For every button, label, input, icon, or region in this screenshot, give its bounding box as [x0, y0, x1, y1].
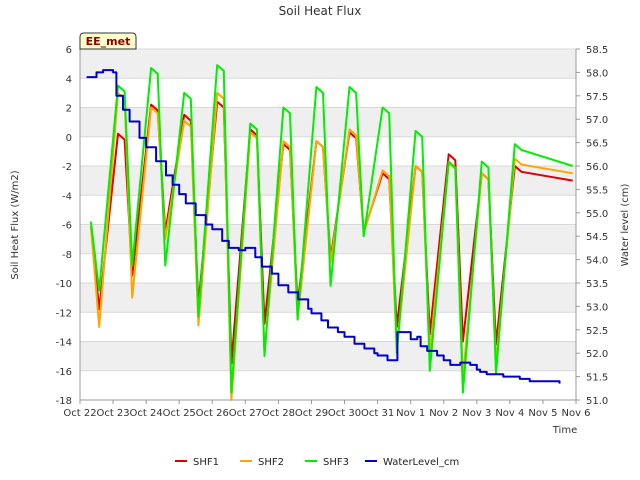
y2-tick-label: 51.5 — [586, 373, 608, 384]
plot-band — [80, 166, 576, 196]
y-tick-label: -16 — [56, 367, 72, 378]
series-line-shf3 — [89, 64, 573, 394]
station-badge: EE_met — [79, 32, 137, 50]
plot-band — [80, 49, 576, 79]
y-tick-label: -12 — [56, 308, 72, 319]
y2-tick-label: 53.0 — [586, 302, 608, 313]
legend-label: SHF3 — [323, 457, 349, 468]
series-lines — [86, 64, 573, 401]
legend-label: WaterLevel_cm — [383, 457, 459, 468]
y-tick-label: 4 — [66, 74, 72, 85]
x-tick-label: Oct 29 — [295, 408, 328, 419]
y2-tick-label: 55.0 — [586, 209, 608, 220]
y2-tick-label: 51.0 — [586, 396, 608, 407]
legend: SHF1 SHF2 SHF3 WaterLevel_cm — [175, 457, 459, 468]
x-tick-label: Oct 27 — [229, 408, 262, 419]
y2-tick-label: 58.0 — [586, 68, 608, 79]
y2-tick-label: 52.0 — [586, 349, 608, 360]
station-badge-label: EE_met — [86, 35, 131, 48]
y2-tick-label: 57.5 — [586, 92, 608, 103]
y2-tick-label: 54.0 — [586, 256, 608, 267]
x-tick-label: Nov 1 — [396, 408, 425, 419]
y-tick-label: 6 — [66, 45, 72, 56]
y2-tick-label: 55.5 — [586, 185, 608, 196]
y2-tick-labels: 58.5 58.0 57.5 57.0 56.5 56.0 55.5 55.0 54.5 54.0… — [576, 45, 608, 407]
legend-label: SHF2 — [258, 457, 284, 468]
y2-tick-label: 54.5 — [586, 232, 608, 243]
x-axis-title: Time — [552, 425, 577, 436]
y-tick-label: -8 — [62, 250, 72, 261]
plot-band — [80, 341, 576, 371]
x-tick-label: Oct 28 — [262, 408, 295, 419]
y2-axis-title: Water level (cm) — [620, 184, 631, 267]
x-tick-label: Nov 4 — [495, 408, 524, 419]
y2-tick-label: 57.0 — [586, 115, 608, 126]
x-tick-label: Nov 3 — [462, 408, 491, 419]
y-tick-label: -4 — [62, 191, 72, 202]
y2-tick-label: 56.0 — [586, 162, 608, 173]
x-tick-labels: Oct 22 Oct 23 Oct 24 Oct 25 Oct 26 Oct 27 Oct … — [63, 400, 591, 419]
y-tick-label: -14 — [56, 338, 72, 349]
x-tick-label: Nov 5 — [528, 408, 557, 419]
y2-tick-label: 52.5 — [586, 326, 608, 337]
x-tick-label: Nov 2 — [429, 408, 458, 419]
legend-label: SHF1 — [193, 457, 219, 468]
x-tick-label: Oct 24 — [130, 408, 163, 419]
x-tick-label: Nov 6 — [561, 408, 590, 419]
y-tick-label: -2 — [62, 162, 72, 173]
y-tick-label: 0 — [66, 133, 72, 144]
y-tick-label: 2 — [66, 104, 72, 115]
x-tick-label: Oct 25 — [163, 408, 196, 419]
y-tick-labels: 6 4 2 0 -2 -4 -6 -8 -10 -12 -14 -16 -18 — [56, 45, 72, 407]
axes — [79, 49, 577, 401]
x-tick-label: Oct 22 — [63, 408, 96, 419]
x-tick-label: Oct 23 — [96, 408, 129, 419]
y-tick-label: -18 — [56, 396, 72, 407]
x-tick-label: Oct 30 — [328, 408, 361, 419]
y-tick-label: -10 — [56, 279, 72, 290]
series-line-waterlevel-cm — [86, 69, 561, 384]
y-tick-label: -6 — [62, 221, 72, 232]
x-tick-label: Oct 31 — [361, 408, 394, 419]
y2-tick-label: 58.5 — [586, 45, 608, 56]
y2-tick-label: 56.5 — [586, 139, 608, 150]
chart-title: Soil Heat Flux — [279, 4, 362, 18]
y2-tick-label: 53.5 — [586, 279, 608, 290]
x-tick-label: Oct 26 — [196, 408, 229, 419]
plot-band — [80, 107, 576, 137]
y-axis-title: Soil Heat Flux (W/m2) — [10, 170, 21, 279]
